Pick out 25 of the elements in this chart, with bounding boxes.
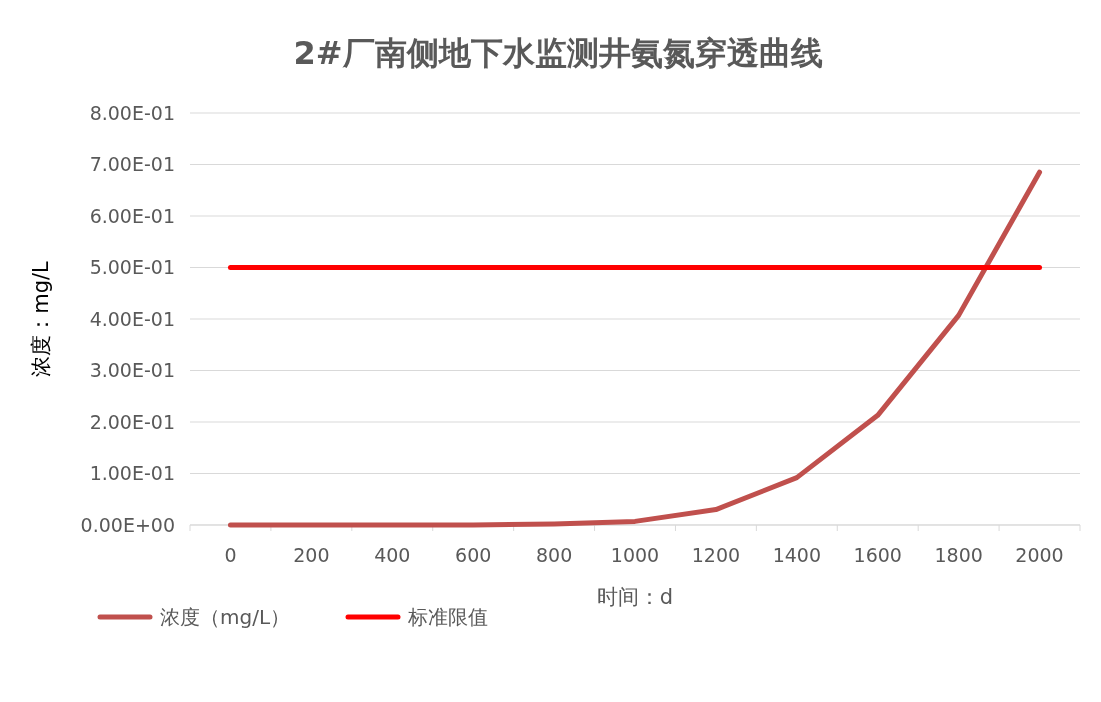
legend-label: 标准限值 (407, 605, 488, 629)
x-axis-title: 时间：d (596, 585, 674, 609)
x-tick-label: 400 (374, 544, 411, 566)
x-tick-label: 200 (293, 544, 330, 566)
x-tick-label: 1600 (853, 544, 902, 566)
x-tick-label: 1200 (691, 544, 741, 566)
x-tick-label: 2000 (1015, 544, 1064, 566)
y-tick-label: 0.00E+00 (80, 513, 175, 536)
y-tick-label: 7.00E-01 (89, 153, 175, 176)
x-tick-label: 1400 (772, 544, 821, 566)
y-tick-label: 5.00E-01 (89, 256, 175, 279)
y-tick-label: 2.00E-01 (89, 410, 175, 433)
y-tick-label: 8.00E-01 (89, 101, 175, 124)
legend-label: 浓度（mg/L） (160, 605, 291, 629)
x-tick-label: 0 (224, 544, 237, 566)
x-tick-label: 1800 (934, 544, 983, 566)
y-tick-label: 1.00E-01 (89, 462, 175, 485)
y-tick-label: 3.00E-01 (89, 359, 175, 382)
x-tick-label: 1000 (610, 544, 660, 566)
chart-title: 2#厂南侧地下水监测井氨氮穿透曲线 (293, 34, 823, 72)
x-tick-label: 600 (455, 544, 492, 566)
y-tick-label: 4.00E-01 (89, 307, 175, 330)
y-tick-label: 6.00E-01 (89, 204, 175, 227)
y-axis-title: 浓度：mg/L (29, 260, 53, 377)
x-tick-label: 800 (535, 544, 573, 566)
